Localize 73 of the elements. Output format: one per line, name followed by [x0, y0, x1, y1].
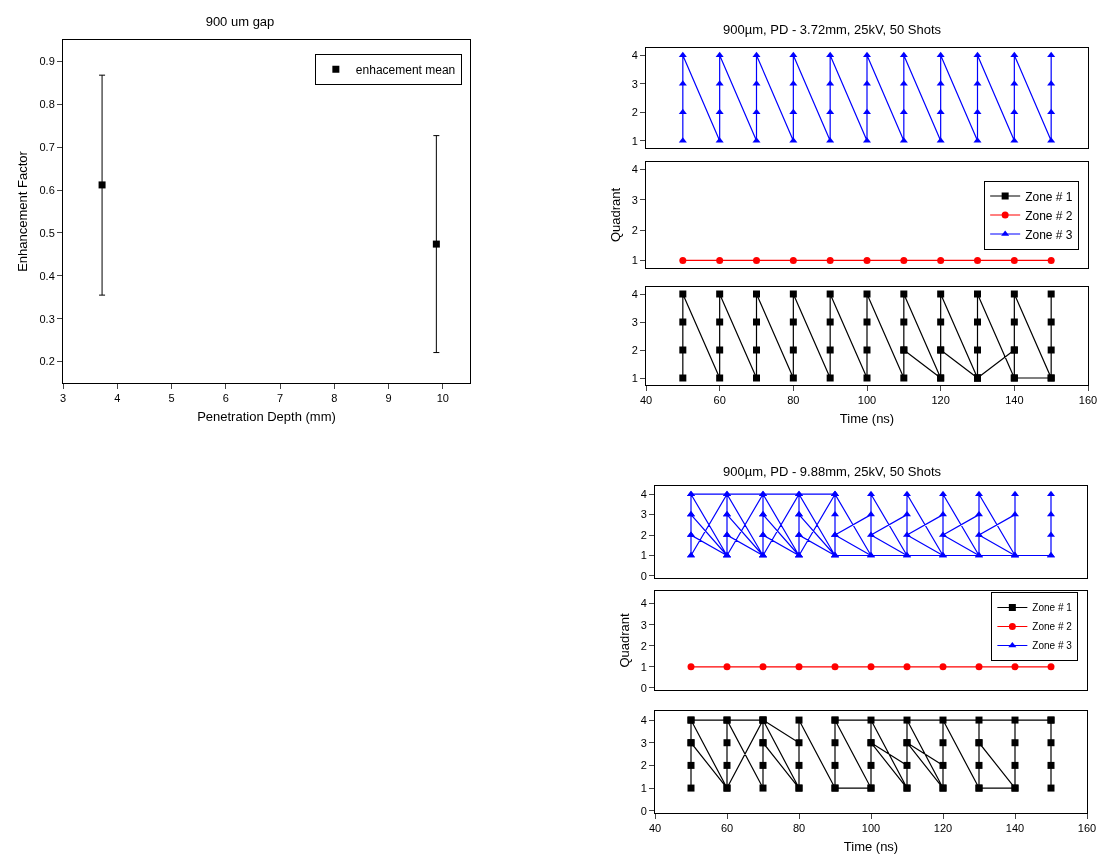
- x-tick-label: 6: [222, 392, 229, 405]
- y-tick-label: 0: [640, 804, 647, 817]
- legend-label: Zone # 1: [1032, 602, 1073, 614]
- x-tick-label: 10: [436, 392, 449, 405]
- y-tick-label: 3: [640, 618, 647, 631]
- y-tick-label: 0.7: [39, 141, 55, 154]
- y-tick-label: 4: [640, 488, 647, 501]
- x-tick-label: 4: [114, 392, 121, 405]
- y-tick-label: 4: [640, 713, 647, 726]
- y-tick-label: 3: [640, 508, 647, 521]
- y-axis-title: Quadrant: [616, 613, 632, 668]
- y-tick-label: 0.3: [39, 312, 55, 325]
- y-tick-label: 1: [640, 549, 647, 562]
- y-tick-label: 0.8: [39, 98, 55, 111]
- y-axis-title: Enhancement Factor: [15, 150, 31, 272]
- x-axis-title: Time (ns): [839, 410, 895, 426]
- y-tick-label: 2: [631, 223, 638, 236]
- y-tick-label: 2: [631, 343, 638, 356]
- legend-label: enhacement mean: [355, 62, 456, 77]
- y-tick-label: 0.9: [39, 55, 55, 68]
- legend-label: Zone # 3: [1025, 227, 1073, 242]
- x-tick-label: 60: [713, 394, 726, 407]
- y-tick-label: 4: [631, 287, 638, 300]
- y-tick-label: 4: [640, 597, 647, 610]
- y-tick-label: 1: [631, 134, 638, 147]
- x-tick-label: 100: [861, 822, 881, 835]
- y-tick-label: 1: [640, 781, 647, 794]
- x-tick-label: 40: [648, 822, 662, 835]
- chart-title: 900µm, PD - 9.88mm, 25kV, 50 Shots: [722, 463, 942, 479]
- y-tick-label: 0.4: [39, 269, 55, 282]
- x-tick-label: 120: [933, 822, 953, 835]
- y-tick-label: 2: [640, 759, 647, 772]
- x-tick-label: 40: [639, 394, 653, 407]
- y-tick-label: 3: [640, 736, 647, 749]
- legend-label: Zone # 2: [1032, 621, 1073, 633]
- x-tick-label: 160: [1078, 394, 1098, 407]
- y-axis-title: Quadrant: [607, 187, 623, 243]
- y-tick-label: 3: [631, 315, 638, 328]
- y-tick-label: 2: [640, 528, 647, 541]
- x-tick-label: 140: [1005, 394, 1024, 407]
- y-tick-label: 1: [631, 371, 638, 384]
- x-tick-label: 100: [857, 394, 877, 407]
- x-tick-label: 160: [1077, 822, 1097, 835]
- y-tick-label: 3: [631, 77, 638, 90]
- legend-label: Zone # 2: [1025, 208, 1073, 223]
- chart-title: 900µm, PD - 3.72mm, 25kV, 50 Shots: [722, 21, 942, 37]
- y-tick-label: 4: [631, 48, 638, 61]
- y-tick-label: 0: [640, 681, 647, 694]
- chart-title: 900 um gap: [205, 13, 275, 29]
- y-tick-label: 4: [631, 163, 638, 176]
- legend-label: Zone # 3: [1032, 640, 1073, 652]
- x-tick-label: 140: [1005, 822, 1025, 835]
- x-tick-label: 60: [720, 822, 734, 835]
- y-tick-label: 2: [640, 639, 647, 652]
- legend-label: Zone # 1: [1025, 189, 1073, 204]
- x-tick-label: 9: [385, 392, 392, 405]
- x-tick-label: 80: [792, 822, 806, 835]
- x-tick-label: 120: [931, 394, 950, 407]
- y-tick-label: 0: [640, 569, 647, 582]
- x-tick-label: 80: [787, 394, 800, 407]
- x-tick-label: 3: [59, 392, 67, 405]
- x-tick-label: 5: [168, 392, 175, 405]
- y-tick-label: 2: [631, 106, 638, 119]
- y-tick-label: 0.6: [39, 183, 55, 196]
- y-tick-label: 0.2: [39, 355, 55, 368]
- y-tick-label: 1: [631, 254, 638, 267]
- x-axis-title: Penetration Depth (mm): [197, 408, 336, 424]
- y-tick-label: 1: [640, 660, 647, 673]
- x-axis-title: Time (ns): [843, 838, 899, 854]
- x-tick-label: 8: [331, 392, 338, 405]
- x-tick-label: 7: [277, 392, 284, 405]
- y-tick-label: 0.5: [39, 226, 55, 239]
- y-tick-label: 3: [631, 193, 638, 206]
